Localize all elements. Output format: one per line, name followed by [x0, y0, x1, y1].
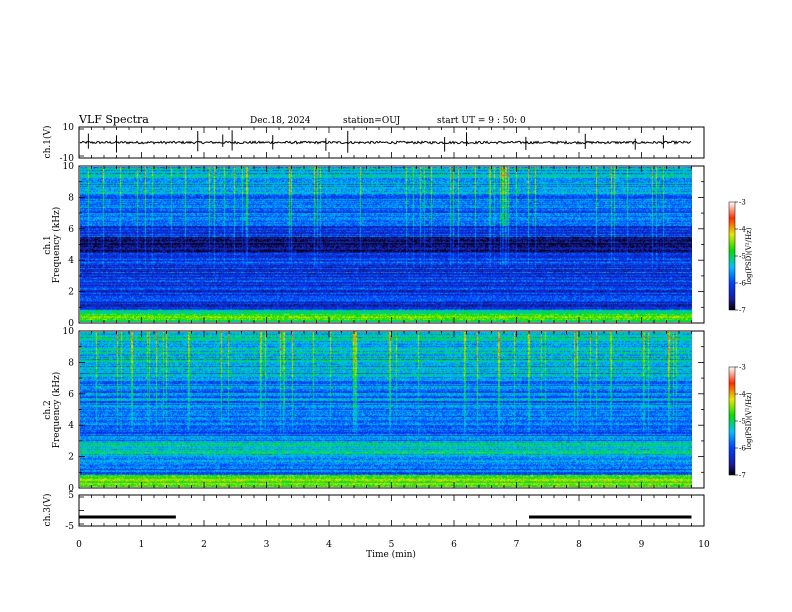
ch2-spectrogram-axes: 0 2 4 6 8 10 — [63, 327, 705, 494]
x-tick-label: 3 — [264, 540, 270, 550]
x-tick-label: 5 — [389, 540, 395, 550]
ch1-spectrogram-ylabel: ch.1 — [43, 235, 53, 254]
ch1-colorbar — [728, 201, 736, 311]
ch3-ytick-top: 5 — [68, 491, 74, 501]
x-tick-label: 9 — [639, 540, 645, 550]
start-ut-label: start UT = 9 : 50: 0 — [437, 116, 526, 126]
y-tick-label: 4 — [68, 421, 74, 431]
y-tick-label: 8 — [68, 358, 74, 368]
ch1-spectrogram-axes: 0 2 4 6 8 10 — [63, 162, 705, 329]
ch2-spectrogram-ylabel-freq: Frequency (kHz) — [51, 372, 62, 449]
ch2-spectrogram-ylabel: ch.2 — [43, 400, 53, 419]
y-tick-label: 6 — [68, 390, 74, 400]
colorbar-tick-label: -5 — [739, 418, 746, 426]
colorbar-tick-label: -5 — [739, 253, 746, 261]
colorbar-tick-label: -4 — [739, 226, 746, 234]
x-tick-label: 0 — [76, 540, 82, 550]
time-axis-tick-labels: 0 1 2 3 4 5 6 7 8 9 10 — [76, 540, 710, 550]
ch1-spectrogram-image-holder — [80, 167, 692, 322]
y-tick-label: 2 — [68, 288, 74, 298]
colorbar-tick-label: -6 — [739, 445, 746, 453]
ch2-spectrogram-image-holder — [80, 332, 692, 487]
ch1-colorbar-label: log(PSD)(V²/Hz) — [745, 227, 753, 284]
colorbar-tick-label: -7 — [739, 307, 746, 315]
colorbar-tick-label: -7 — [739, 472, 746, 480]
ch1-waveform-ylabel: ch.1(V) — [42, 126, 53, 159]
y-tick-label: 8 — [68, 193, 74, 203]
ch2-colorbar — [728, 366, 736, 476]
ch1-ytick-bottom: -10 — [60, 154, 75, 164]
x-tick-label: 7 — [514, 540, 520, 550]
ch3-panel: 5 -5 ch.3(V) 0 1 2 3 4 5 6 7 8 9 10 Time (min) — [42, 491, 710, 560]
x-tick-label: 10 — [698, 540, 710, 550]
x-tick-label: 4 — [326, 540, 332, 550]
y-tick-label: 0 — [68, 484, 74, 494]
x-tick-label: 8 — [576, 540, 582, 550]
time-axis-label: Time (min) — [366, 549, 416, 560]
y-tick-label: 2 — [68, 453, 74, 463]
colorbar-tick-label: -3 — [739, 364, 746, 372]
ch1-ytick-top: 10 — [63, 123, 75, 133]
colorbar-tick-label: -3 — [739, 199, 746, 207]
ch1-colorbar-ticks: -3 -4 -5 -6 -7 — [735, 199, 746, 315]
x-tick-label: 2 — [201, 540, 207, 550]
ch3-ylabel: ch.3(V) — [42, 494, 53, 527]
ch2-spectrogram-image — [80, 332, 692, 487]
x-tick-label: 1 — [139, 540, 145, 550]
ch3-ytick-bottom: -5 — [65, 522, 74, 532]
x-tick-label: 6 — [451, 540, 457, 550]
ch2-colorbar-label: log(PSD)(V²/Hz) — [745, 392, 753, 449]
y-tick-label: 10 — [63, 162, 75, 172]
y-tick-label: 10 — [63, 327, 75, 337]
colorbar-tick-label: -6 — [739, 280, 746, 288]
ch1-waveform-panel: 10 -10 ch.1(V) — [42, 123, 705, 164]
ch1-spectrogram-ylabel-freq: Frequency (kHz) — [51, 207, 62, 284]
ch1-x-ticks — [78, 127, 705, 158]
y-tick-label: 6 — [68, 225, 74, 235]
figure-title: VLF Spectra — [78, 113, 149, 126]
y-tick-label: 0 — [68, 319, 74, 329]
ch1-waveform-spikes — [87, 130, 664, 153]
ch1-waveform-trace — [79, 140, 692, 145]
y-tick-label: 4 — [68, 256, 74, 266]
station-label: station=OUJ — [343, 116, 401, 126]
ch2-colorbar-ticks: -3 -4 -5 -6 -7 — [735, 364, 746, 480]
colorbar-tick-label: -4 — [739, 391, 746, 399]
ch3-x-ticks — [78, 495, 705, 526]
ch1-spectrogram-image — [80, 167, 692, 322]
date-label: Dec.18, 2024 — [250, 116, 311, 126]
